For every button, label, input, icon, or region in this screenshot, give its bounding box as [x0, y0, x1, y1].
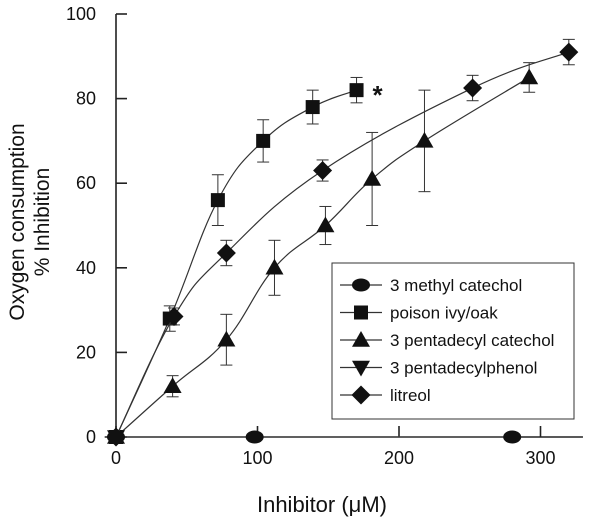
series-poison-ivy-oak: [109, 76, 364, 444]
x-axis-label: Inhibitor (μM): [257, 492, 387, 517]
series-litreol: [106, 38, 579, 447]
legend-item-3-methyl-catechol: 3 methyl catechol: [340, 276, 522, 295]
data-point: [210, 193, 225, 208]
y-tick-label: 100: [66, 4, 96, 24]
legend-marker: [352, 360, 370, 377]
legend: 3 methyl catechol poison ivy/oak 3 pentade…: [331, 262, 575, 420]
series-line: [115, 51, 570, 438]
data-point: [503, 430, 522, 444]
legend-item-litreol: litreol: [340, 385, 431, 405]
data-point: [256, 133, 271, 148]
data-point: [305, 100, 320, 115]
data-point: [415, 131, 434, 148]
legend-marker: [351, 385, 371, 405]
data-point: [163, 377, 182, 393]
y-tick-label: 20: [76, 342, 96, 362]
annotation-asterisk: *: [373, 80, 384, 110]
data-point: [216, 243, 236, 263]
legend-item-3-pentadecylphenol: 3 pentadecylphenol: [340, 359, 537, 378]
data-point: [164, 306, 184, 326]
series-3-pentadecyl-catechol: [107, 62, 539, 444]
data-point: [520, 68, 539, 85]
legend-label: 3 pentadecyl catechol: [390, 331, 554, 350]
series-3-methyl-catechol: [107, 430, 522, 444]
legend-label: litreol: [390, 386, 431, 405]
legend-marker: [354, 305, 368, 320]
series-line: [115, 89, 357, 438]
y-axis-label-line-1: Oxygen consumption: [6, 123, 29, 320]
legend-label: 3 pentadecylphenol: [390, 359, 537, 378]
x-tick-label: 300: [525, 448, 555, 468]
data-point: [245, 430, 264, 444]
x-tick-label: 200: [384, 448, 414, 468]
y-axis-label-line-2: % Inhibition: [31, 168, 54, 277]
legend-item-3-pentadecyl-catechol: 3 pentadecyl catechol: [340, 331, 554, 350]
series-layer: [106, 38, 579, 447]
data-point: [363, 169, 382, 186]
data-point: [463, 78, 483, 98]
data-point: [217, 330, 236, 347]
data-point: [559, 42, 579, 62]
y-tick-label: 60: [76, 173, 96, 193]
data-point: [313, 161, 333, 181]
axes: 0 20 40 60 80 100 0 100 200 300: [66, 4, 583, 468]
legend-label: poison ivy/oak: [390, 304, 498, 323]
legend-box: [331, 262, 575, 420]
data-point: [106, 427, 126, 447]
legend-label: 3 methyl catechol: [390, 276, 522, 295]
legend-marker: [352, 331, 370, 347]
data-point: [265, 258, 284, 275]
y-tick-label: 40: [76, 258, 96, 278]
data-point: [349, 83, 364, 98]
x-tick-label: 0: [111, 448, 121, 468]
y-tick-label: 0: [86, 427, 96, 447]
x-tick-label: 100: [242, 448, 272, 468]
legend-item-poison-ivy-oak: poison ivy/oak: [340, 304, 498, 323]
legend-marker: [352, 278, 370, 292]
y-tick-label: 80: [76, 89, 96, 109]
data-point: [316, 216, 335, 233]
